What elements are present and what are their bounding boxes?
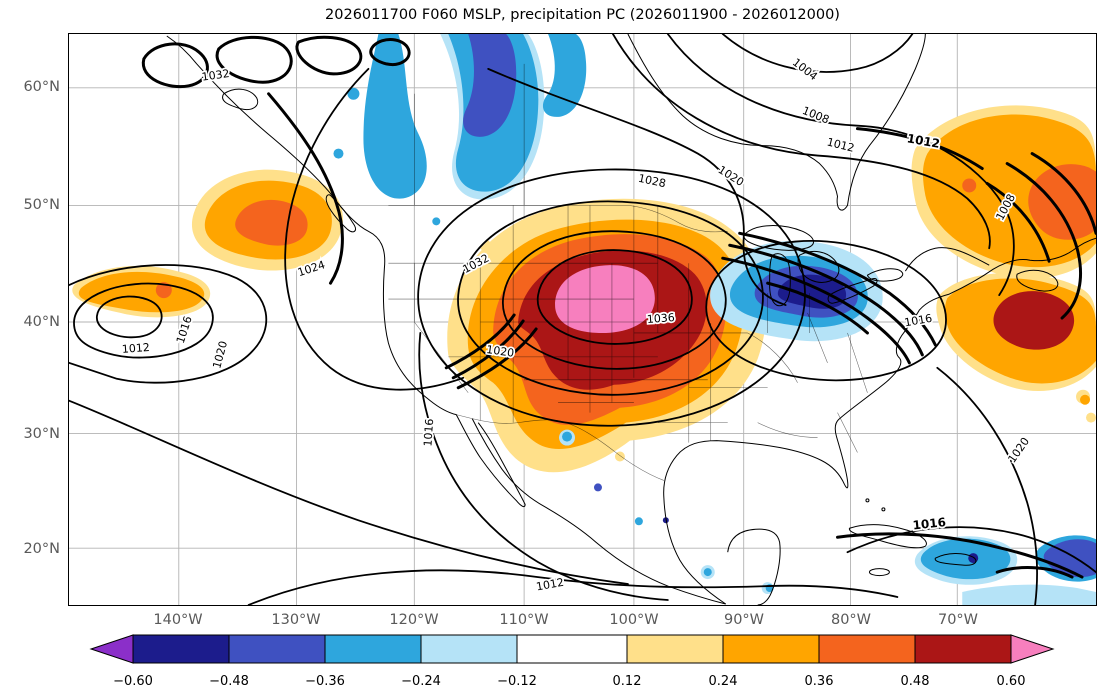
gulf-atlantic-coast <box>663 237 1096 605</box>
x-tick-label: 80°W <box>830 612 872 628</box>
lake-erie <box>827 278 878 304</box>
colorbar-left-arrow <box>89 634 134 664</box>
colorbar-tick-label: 0.12 <box>613 674 642 689</box>
pacific-coast <box>196 63 526 508</box>
lake-superior <box>743 225 814 251</box>
contour-label: 1020 <box>210 340 230 370</box>
colorbar: −0.60 −0.48 −0.36 −0.24 −0.12 0.12 0.24 0.36 0.4… <box>88 631 1068 697</box>
contour-label: 1016 <box>912 515 947 532</box>
contour-label: 1008 <box>800 104 831 127</box>
colorbar-tick-label: 0.48 <box>901 674 930 689</box>
colorbar-segment <box>626 634 724 664</box>
colorbar-segment <box>420 634 518 664</box>
alaska-coast <box>166 35 198 65</box>
x-tick-label: 110°W <box>499 612 549 628</box>
chart-title: 2026011700 F060 MSLP, precipitation PC (… <box>325 7 840 23</box>
colorbar-tick-label: −0.36 <box>305 674 345 689</box>
contour-label: 1036 <box>646 311 675 326</box>
colorbar-segment <box>818 634 916 664</box>
colorbar-segment <box>228 634 326 664</box>
colorbar-segment <box>132 634 230 664</box>
contour-label: 1032 <box>201 67 230 84</box>
y-tick-label: 30°N <box>23 426 60 442</box>
colorbar-canvas: −0.60 −0.48 −0.36 −0.24 −0.12 0.12 0.24 0.36 0.4… <box>89 634 1055 689</box>
colorbar-right-arrow <box>1010 634 1055 664</box>
vancouver-island <box>325 194 356 233</box>
contour-label: 1020 <box>1005 435 1032 465</box>
haida-gwaii <box>222 88 259 110</box>
contour-label: 1012 <box>121 341 150 356</box>
cuba <box>848 524 927 549</box>
lake-ontario <box>866 268 904 282</box>
contour-label: 1016 <box>421 418 436 447</box>
mslp-contours <box>69 34 1096 605</box>
x-tick-label: 120°W <box>389 612 439 628</box>
contour-label: 1004 <box>790 56 820 83</box>
colorbar-segment <box>324 634 422 664</box>
colorbar-tick-label: −0.48 <box>209 674 249 689</box>
hispaniola <box>934 553 977 566</box>
colorbar-segment <box>722 634 820 664</box>
yucatan <box>727 528 781 605</box>
contour-label: 1016 <box>174 315 195 346</box>
contour-label: 1020 <box>485 343 514 360</box>
y-tick-label: 40°N <box>23 314 60 330</box>
nova-scotia <box>1016 269 1059 292</box>
x-tick-label: 90°W <box>723 612 765 628</box>
x-tick-label: 70°W <box>937 612 979 628</box>
colorbar-tick-label: −0.60 <box>113 674 153 689</box>
map-plot: 1032 1004 1008 1012 1012 1020 1028 1032 1024 1036… <box>68 33 1097 606</box>
contour-label: 1028 <box>637 172 667 191</box>
jamaica <box>868 568 890 577</box>
x-tick-label: 130°W <box>271 612 321 628</box>
x-tick-label: 100°W <box>609 612 659 628</box>
x-tick-label: 140°W <box>153 612 203 628</box>
y-tick-label: 50°N <box>23 197 60 213</box>
colorbar-tick-label: 0.24 <box>709 674 738 689</box>
y-tick-label: 20°N <box>23 541 60 557</box>
colorbar-tick-label: 0.36 <box>805 674 834 689</box>
colorbar-tick-label: −0.12 <box>497 674 537 689</box>
precip-pc-shading <box>72 34 1096 605</box>
contour-label: 1012 <box>535 576 565 594</box>
bahamas <box>865 498 870 503</box>
bahamas <box>881 507 886 512</box>
colorbar-segment <box>516 634 628 664</box>
contour-label: 1012 <box>825 135 855 154</box>
y-tick-label: 60°N <box>23 79 60 95</box>
colorbar-tick-label: 0.60 <box>997 674 1026 689</box>
colorbar-tick-label: −0.24 <box>401 674 441 689</box>
colorbar-segment <box>914 634 1012 664</box>
hudson-bay <box>627 34 926 211</box>
st-lawrence <box>904 247 990 272</box>
contour-label: 1016 <box>903 312 933 330</box>
